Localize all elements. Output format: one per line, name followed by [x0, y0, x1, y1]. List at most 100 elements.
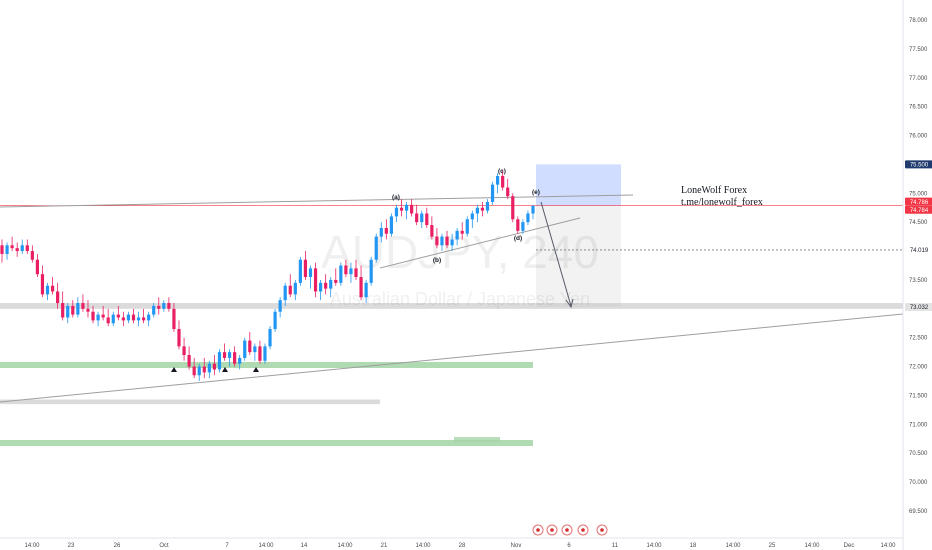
candle — [192, 357, 196, 379]
candle-body — [298, 259, 302, 283]
price-tag-label: 74.019 — [910, 248, 929, 254]
event-icon[interactable] — [577, 524, 589, 536]
candle — [167, 297, 171, 312]
candle-body — [283, 285, 287, 301]
candle — [283, 282, 287, 306]
watermark-description: Australian Dollar / Japanese Yen — [330, 289, 590, 309]
event-icon[interactable] — [532, 524, 544, 536]
time-tick-label: 25 — [769, 543, 776, 549]
candle — [399, 199, 404, 217]
time-tick-label: Oct — [159, 543, 169, 549]
candle — [506, 178, 510, 200]
time-tick-label: 14:00 — [24, 543, 40, 549]
candle-body — [15, 248, 19, 252]
candle-body — [91, 311, 95, 321]
candle — [258, 340, 262, 364]
trend-lines[interactable] — [0, 194, 904, 403]
upper-channel-line — [0, 194, 634, 208]
price-axis-bg — [903, 0, 932, 550]
author-note[interactable]: LoneWolf Forex t.me/lonewolf_forex — [681, 185, 763, 208]
event-icon[interactable] — [546, 524, 558, 536]
candle — [111, 311, 115, 327]
candles — [0, 170, 535, 382]
price-tick-label: 72.500 — [909, 336, 928, 342]
candle — [142, 308, 146, 324]
wave-label: (c) — [498, 168, 506, 175]
candle-body — [187, 355, 191, 367]
candle-body — [384, 227, 388, 234]
price-tick-label: 75.000 — [909, 191, 928, 197]
candle — [147, 311, 151, 327]
candle — [288, 274, 292, 298]
candle-body — [136, 317, 141, 321]
bottom-event-icons[interactable] — [532, 524, 608, 536]
candle — [415, 204, 419, 226]
candle-body — [319, 282, 323, 292]
candle-body — [389, 216, 393, 234]
candle — [212, 355, 216, 376]
time-tick-label: 26 — [114, 543, 121, 549]
candle — [187, 346, 191, 370]
candle-body — [182, 346, 186, 356]
candle-body — [76, 303, 80, 315]
price-tag: 74.784 — [905, 205, 932, 214]
candle-body — [263, 346, 267, 361]
candle — [516, 216, 520, 234]
candle-body — [177, 329, 181, 347]
candle-body — [460, 230, 464, 234]
low-marker-icon — [222, 367, 228, 372]
candle — [172, 303, 176, 332]
watermark-symbol: AUDJPY, 240 — [321, 226, 599, 278]
candle-body — [56, 291, 60, 304]
candle — [253, 343, 257, 361]
candle-body — [450, 239, 454, 246]
candle — [435, 227, 439, 249]
candle-body — [496, 175, 500, 185]
candle — [197, 363, 201, 382]
event-icon[interactable] — [596, 524, 608, 536]
time-tick-label: 14:00 — [646, 543, 662, 549]
candle-body — [394, 207, 399, 217]
candle — [152, 303, 156, 318]
candle-body — [369, 259, 373, 283]
candle — [465, 216, 469, 237]
candle-body — [516, 219, 520, 231]
time-tick-label: Nov — [511, 543, 522, 549]
candle-body — [162, 303, 166, 309]
price-tag-bg — [905, 205, 932, 214]
candle — [15, 242, 19, 257]
candle — [116, 305, 120, 321]
wave-label: (d) — [514, 235, 522, 242]
price-tag-label: 74.786 — [910, 200, 929, 206]
time-tick-label: Dec — [844, 543, 855, 549]
candle-body — [40, 274, 45, 295]
candle-body — [192, 366, 196, 376]
candle — [389, 213, 393, 237]
event-icon[interactable] — [561, 524, 573, 536]
candle-body — [349, 268, 353, 275]
price-tick-label: 71.500 — [909, 393, 928, 399]
candle-body — [172, 308, 176, 330]
candle-body — [410, 204, 414, 214]
price-tag: 74.019 — [905, 245, 932, 254]
candle — [61, 291, 65, 321]
target-zone-lower — [536, 205, 621, 307]
wave-labels: (a) (b) (c) (d) (e) — [171, 168, 540, 372]
candle-body — [96, 314, 100, 321]
candle — [339, 262, 343, 286]
price-tag-bg — [905, 197, 932, 206]
candle — [470, 210, 474, 228]
low-marker-icon — [171, 367, 177, 372]
candle-body — [308, 268, 313, 278]
zones — [0, 164, 903, 446]
candle — [106, 308, 110, 327]
candle — [278, 297, 282, 318]
candle-body — [425, 213, 429, 226]
candle — [308, 265, 313, 289]
candle — [202, 357, 206, 379]
candle — [136, 311, 141, 327]
candle — [217, 349, 222, 373]
candle — [501, 170, 505, 191]
candle — [313, 262, 318, 298]
